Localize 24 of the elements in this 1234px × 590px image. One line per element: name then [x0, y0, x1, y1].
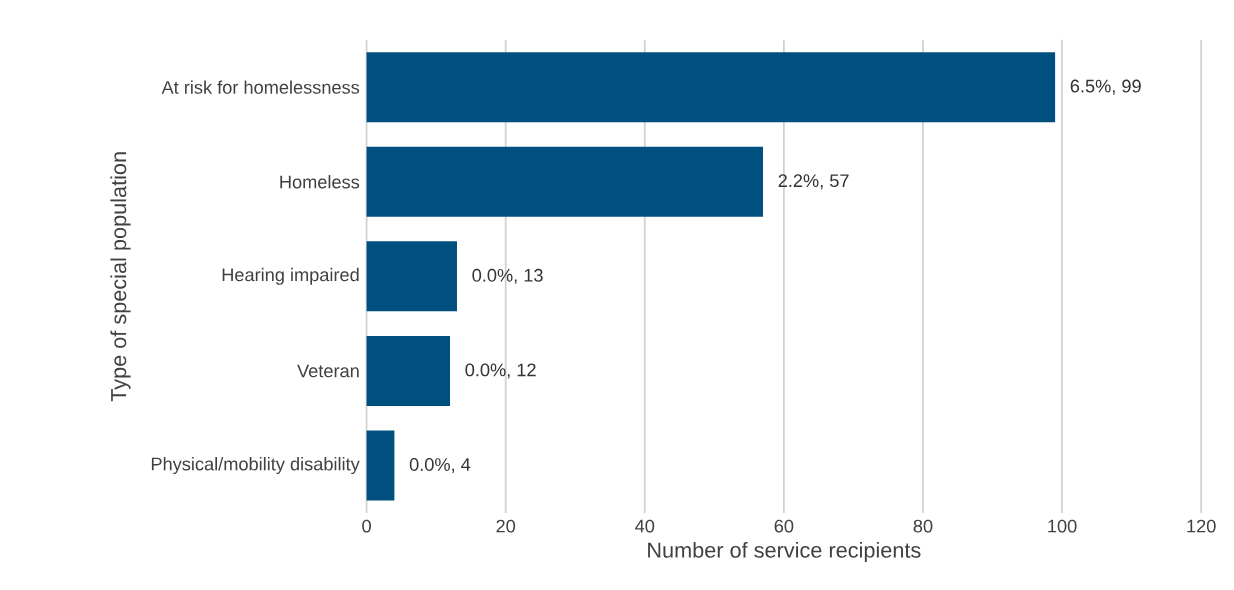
x-tick-label: 40 — [635, 519, 655, 533]
bar — [366, 241, 457, 312]
y-tick-label: Physical/mobility disability — [151, 457, 360, 475]
x-tick-label: 20 — [496, 519, 516, 533]
y-tick-label: Veteran — [297, 364, 359, 378]
y-axis-title: Type of special population — [110, 152, 131, 402]
data-label: 6.5%, 99 — [1070, 79, 1141, 95]
data-label: 0.0%, 12 — [465, 363, 536, 379]
bar — [366, 146, 763, 217]
x-tick-label: 60 — [774, 519, 794, 533]
y-tick-label: Hearing impaired — [222, 268, 359, 286]
x-tick-label: 120 — [1187, 519, 1216, 533]
data-label: 2.2%, 57 — [778, 174, 849, 190]
y-tick-label: At risk for homelessness — [161, 80, 360, 95]
data-label: 0.0%, 13 — [472, 269, 543, 285]
x-axis-title: Number of service recipients — [648, 542, 921, 563]
bar — [366, 52, 1056, 123]
x-tick-label: 80 — [913, 519, 933, 533]
data-label: 0.0%, 4 — [409, 458, 471, 474]
x-tick-label: 0 — [362, 519, 371, 533]
y-tick-label: Homeless — [280, 175, 360, 189]
x-tick-label: 100 — [1048, 519, 1077, 533]
bar — [366, 336, 451, 407]
bar — [366, 430, 395, 501]
